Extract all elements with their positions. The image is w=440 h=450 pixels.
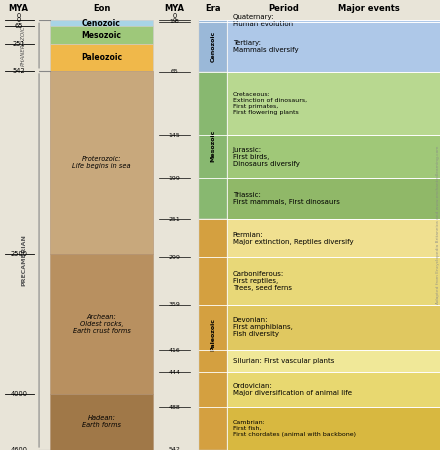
Text: Ordovician:
Major diversification of animal life: Ordovician: Major diversification of ani…	[233, 383, 352, 396]
Text: Silurian: First vascular plants: Silurian: First vascular plants	[233, 358, 334, 364]
Bar	[227, 257, 440, 305]
Text: Cenozoic: Cenozoic	[210, 31, 216, 62]
Bar	[50, 20, 153, 26]
Text: Carboniferous:
First reptiles,
Trees, seed ferns: Carboniferous: First reptiles, Trees, se…	[233, 271, 292, 291]
Text: 251: 251	[169, 217, 180, 222]
Text: Mesozoic: Mesozoic	[81, 31, 121, 40]
Text: Cenozoic: Cenozoic	[82, 19, 121, 28]
Text: Proterozoic:
Life begins in sea: Proterozoic: Life begins in sea	[72, 156, 131, 169]
Text: 0: 0	[172, 13, 177, 19]
Bar	[227, 350, 440, 372]
Text: Adapted from Encyclopedia Britannica and www.enchantedlearning.com: Adapted from Encyclopedia Britannica and…	[436, 146, 440, 304]
Text: Archean:
Oldest rocks,
Earth crust forms: Archean: Oldest rocks, Earth crust forms	[73, 314, 131, 334]
Text: Major events: Major events	[338, 4, 400, 13]
Text: 0: 0	[17, 13, 21, 19]
Text: Devonian:
First amphibians,
Fish diversity: Devonian: First amphibians, Fish diversi…	[233, 318, 293, 338]
Text: 4600: 4600	[10, 447, 27, 450]
Bar	[227, 305, 440, 350]
Bar	[199, 219, 227, 450]
Text: Period: Period	[268, 4, 299, 13]
Text: 1.8: 1.8	[170, 19, 180, 24]
Bar	[227, 219, 440, 257]
Text: Era: Era	[205, 4, 221, 13]
Text: 542: 542	[12, 68, 25, 74]
Bar	[50, 71, 153, 254]
Bar	[227, 407, 440, 450]
Text: Quaternary:
Human evolution: Quaternary: Human evolution	[233, 14, 293, 27]
Bar	[50, 394, 153, 450]
Text: 299: 299	[169, 255, 181, 260]
Text: Cambrian:
First fish,
First chordates (animal with backbone): Cambrian: First fish, First chordates (a…	[233, 420, 356, 437]
Text: Hadean:
Earth forms: Hadean: Earth forms	[82, 415, 121, 428]
Text: Eon: Eon	[93, 4, 110, 13]
Bar	[227, 372, 440, 407]
Text: Mesozoic: Mesozoic	[210, 129, 216, 162]
Bar	[50, 44, 153, 71]
Bar	[227, 135, 440, 178]
Text: 65: 65	[171, 69, 179, 74]
Text: 359: 359	[169, 302, 180, 307]
Bar	[199, 72, 227, 219]
Bar	[227, 178, 440, 219]
Text: Permian:
Major extinction, Reptiles diversify: Permian: Major extinction, Reptiles dive…	[233, 232, 353, 245]
Text: 4000: 4000	[10, 391, 27, 397]
Text: Paleozoic: Paleozoic	[81, 53, 122, 62]
Bar	[227, 22, 440, 72]
Bar	[227, 72, 440, 135]
Text: 416: 416	[169, 347, 180, 353]
Text: MYA: MYA	[165, 4, 185, 13]
Bar	[199, 20, 227, 72]
Text: Jurassic:
First birds,
Dinosaurs diversify: Jurassic: First birds, Dinosaurs diversi…	[233, 147, 300, 166]
Text: Tertiary:
Mammals diversify: Tertiary: Mammals diversify	[233, 40, 298, 53]
Text: 65: 65	[15, 23, 23, 29]
Text: 199: 199	[169, 176, 180, 180]
Text: 488: 488	[169, 405, 180, 410]
Text: MYA: MYA	[9, 4, 29, 13]
Text: 444: 444	[169, 370, 181, 375]
Text: Cretaceous:
Extinction of dinosaurs,
First primates,
First flowering plants: Cretaceous: Extinction of dinosaurs, Fir…	[233, 92, 307, 115]
Text: 251: 251	[12, 40, 25, 47]
Text: PHANEROZOIC: PHANEROZOIC	[21, 25, 26, 66]
Text: 0: 0	[173, 18, 176, 23]
Text: PRECAMBRIAN: PRECAMBRIAN	[21, 234, 26, 286]
Text: Paleozoic: Paleozoic	[210, 318, 216, 351]
Text: 2500: 2500	[10, 251, 27, 257]
Bar	[227, 20, 440, 22]
Bar	[50, 254, 153, 394]
Text: 145: 145	[169, 133, 180, 138]
Text: 542: 542	[169, 447, 180, 450]
Text: 0: 0	[17, 17, 21, 23]
Text: Triassic:
First mammals, First dinosaurs: Triassic: First mammals, First dinosaurs	[233, 192, 340, 205]
Bar	[50, 26, 153, 44]
